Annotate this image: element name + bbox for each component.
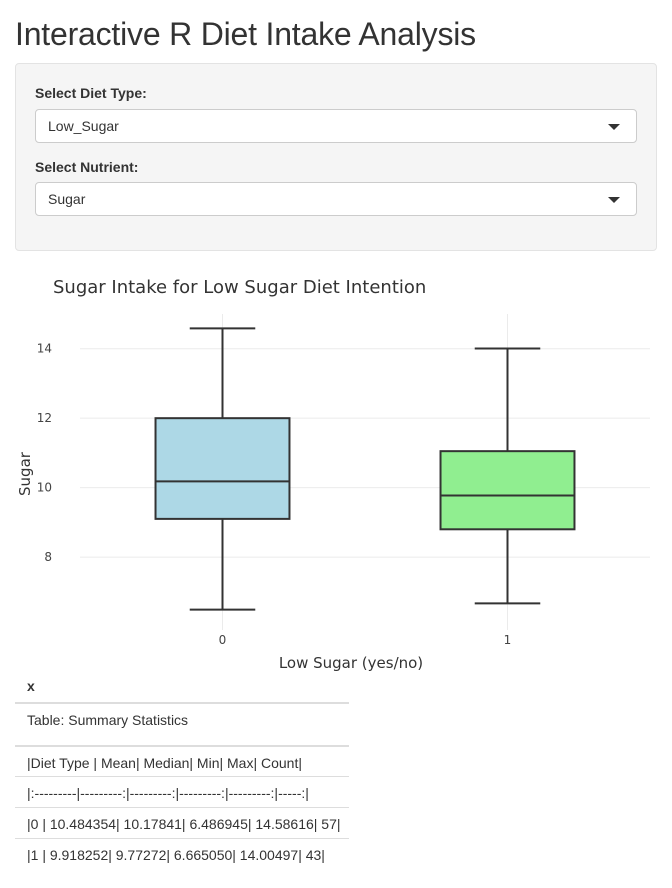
y-tick-label: 8: [44, 550, 52, 564]
table-row: |:---------|---------:|---------:|------…: [15, 776, 349, 807]
nutrient-select[interactable]: Sugar: [35, 182, 637, 216]
nutrient-label: Select Nutrient:: [35, 159, 139, 175]
box-iqr: [154, 417, 291, 520]
table-row: Table: Summary Statistics: [15, 702, 349, 733]
controls-panel: Select Diet Type: Low_Sugar Select Nutri…: [15, 63, 657, 251]
table-row: |Diet Type | Mean| Median| Min| Max| Cou…: [15, 745, 349, 776]
nutrient-value: Sugar: [48, 191, 86, 207]
box-iqr: [439, 450, 576, 531]
chevron-down-icon: [608, 197, 620, 203]
x-axis-label: Low Sugar (yes/no): [279, 654, 423, 672]
chevron-down-icon: [608, 124, 620, 130]
y-axis-label: Sugar: [16, 451, 34, 496]
table-row: |0 | 10.484354| 10.17841| 6.486945| 14.5…: [15, 807, 349, 838]
x-tick-label: 1: [504, 633, 512, 647]
summary-table: Table: Summary Statistics |Diet Type | Me…: [15, 702, 349, 869]
box-group-0[interactable]: [154, 327, 291, 611]
diet-type-select[interactable]: Low_Sugar: [35, 109, 637, 143]
y-tick-label: 14: [37, 342, 52, 356]
y-tick-label: 12: [37, 411, 52, 425]
diet-type-value: Low_Sugar: [48, 118, 119, 134]
box-group-1[interactable]: [439, 347, 576, 605]
chart-title: Sugar Intake for Low Sugar Diet Intentio…: [53, 277, 426, 298]
table-row: |1 | 9.918252| 9.77272| 6.665050| 14.004…: [15, 838, 349, 869]
y-tick-label: 10: [37, 481, 52, 495]
diet-type-label: Select Diet Type:: [35, 85, 147, 101]
box-plot[interactable]: 8 10 12 14 0 1 Sugar Intake for Low Sugar Die…: [0, 262, 672, 674]
table-header: x: [27, 678, 35, 694]
page-title: Interactive R Diet Intake Analysis: [15, 16, 476, 52]
x-tick-label: 0: [219, 633, 227, 647]
